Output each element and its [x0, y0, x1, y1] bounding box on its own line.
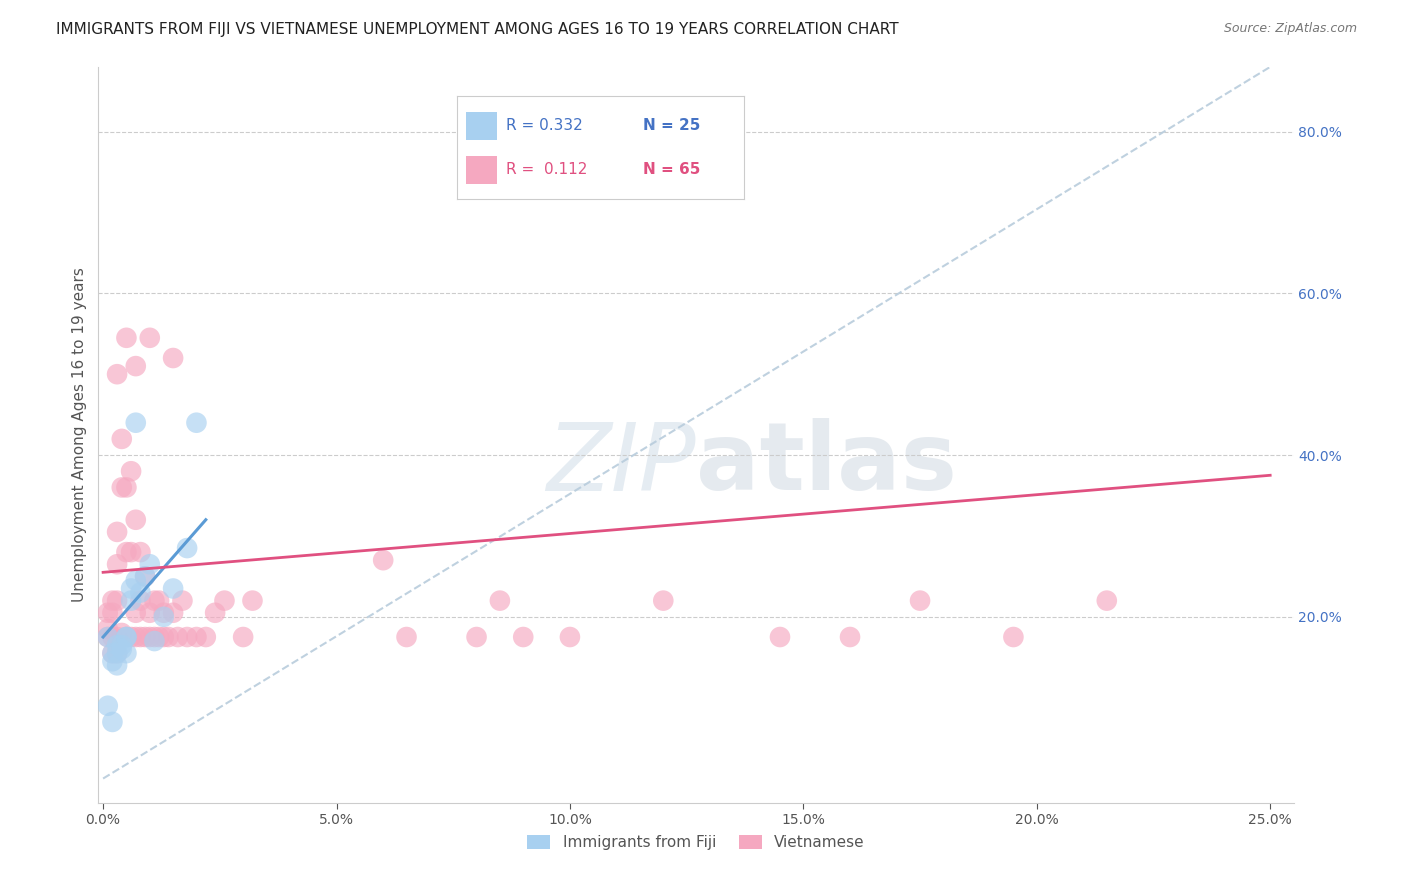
- Point: [105, 646, 128, 660]
- Point: [143, 630, 166, 644]
- Point: [139, 558, 162, 572]
- Point: [242, 593, 264, 607]
- Point: [101, 606, 124, 620]
- Point: [129, 630, 152, 644]
- Point: [1002, 630, 1025, 644]
- Point: [129, 593, 152, 607]
- Point: [115, 331, 138, 345]
- Point: [373, 553, 395, 567]
- Point: [105, 638, 128, 652]
- Point: [172, 593, 194, 607]
- Point: [120, 593, 142, 607]
- Point: [105, 646, 128, 660]
- Point: [115, 630, 138, 644]
- Point: [139, 331, 162, 345]
- Point: [97, 630, 120, 644]
- Point: [115, 480, 138, 494]
- Point: [120, 464, 142, 478]
- Point: [176, 630, 198, 644]
- Point: [97, 630, 120, 644]
- Point: [134, 569, 156, 583]
- Point: [125, 513, 148, 527]
- Point: [489, 593, 512, 607]
- Point: [105, 593, 128, 607]
- Point: [558, 630, 581, 644]
- Point: [186, 630, 208, 644]
- Point: [162, 606, 184, 620]
- Point: [120, 545, 142, 559]
- Point: [105, 524, 128, 539]
- Text: ZIP: ZIP: [547, 418, 696, 510]
- Point: [839, 630, 862, 644]
- Point: [769, 630, 792, 644]
- Point: [101, 593, 124, 607]
- Point: [125, 574, 148, 588]
- Point: [134, 630, 156, 644]
- Point: [125, 359, 148, 373]
- Point: [97, 622, 120, 636]
- Point: [115, 545, 138, 559]
- Point: [465, 630, 488, 644]
- Point: [148, 630, 170, 644]
- Point: [1095, 593, 1118, 607]
- Point: [162, 351, 184, 365]
- Point: [166, 630, 188, 644]
- Point: [97, 606, 120, 620]
- Point: [115, 630, 138, 644]
- Point: [232, 630, 254, 644]
- Point: [395, 630, 418, 644]
- Point: [105, 558, 128, 572]
- Text: IMMIGRANTS FROM FIJI VS VIETNAMESE UNEMPLOYMENT AMONG AGES 16 TO 19 YEARS CORREL: IMMIGRANTS FROM FIJI VS VIETNAMESE UNEMP…: [56, 22, 898, 37]
- Point: [120, 582, 142, 596]
- Point: [111, 432, 134, 446]
- Point: [111, 626, 134, 640]
- Point: [97, 698, 120, 713]
- Point: [157, 630, 180, 644]
- Point: [115, 630, 138, 644]
- Point: [101, 654, 124, 668]
- Point: [152, 630, 174, 644]
- Point: [148, 593, 170, 607]
- Point: [101, 714, 124, 729]
- Point: [105, 658, 128, 673]
- Point: [105, 368, 128, 382]
- Point: [111, 642, 134, 657]
- Point: [125, 630, 148, 644]
- Point: [194, 630, 217, 644]
- Point: [115, 646, 138, 660]
- Point: [125, 416, 148, 430]
- Point: [125, 606, 148, 620]
- Point: [214, 593, 236, 607]
- Point: [652, 593, 675, 607]
- Point: [143, 634, 166, 648]
- Point: [176, 541, 198, 555]
- Point: [101, 646, 124, 660]
- Point: [908, 593, 931, 607]
- Point: [204, 606, 226, 620]
- Point: [162, 582, 184, 596]
- Point: [143, 593, 166, 607]
- Text: Source: ZipAtlas.com: Source: ZipAtlas.com: [1223, 22, 1357, 36]
- Point: [111, 638, 134, 652]
- Point: [101, 646, 124, 660]
- Point: [105, 630, 128, 644]
- Point: [111, 480, 134, 494]
- Y-axis label: Unemployment Among Ages 16 to 19 years: Unemployment Among Ages 16 to 19 years: [72, 268, 87, 602]
- Point: [139, 606, 162, 620]
- Point: [129, 585, 152, 599]
- Point: [101, 630, 124, 644]
- Point: [120, 630, 142, 644]
- Point: [134, 569, 156, 583]
- Legend: Immigrants from Fiji, Vietnamese: Immigrants from Fiji, Vietnamese: [520, 827, 872, 858]
- Text: atlas: atlas: [696, 418, 957, 510]
- Point: [512, 630, 534, 644]
- Point: [152, 609, 174, 624]
- Point: [139, 630, 162, 644]
- Point: [186, 416, 208, 430]
- Point: [152, 606, 174, 620]
- Point: [129, 545, 152, 559]
